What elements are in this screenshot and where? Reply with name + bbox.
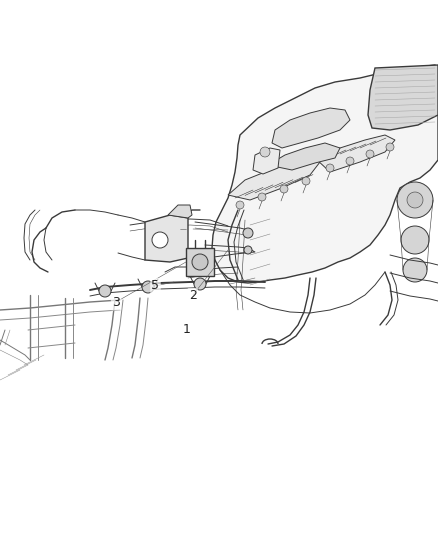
Circle shape [194, 278, 206, 290]
Circle shape [244, 246, 252, 254]
Circle shape [236, 201, 244, 209]
Text: 1: 1 [182, 323, 190, 336]
Polygon shape [253, 148, 280, 174]
Circle shape [403, 258, 427, 282]
Circle shape [243, 228, 253, 238]
Circle shape [99, 285, 111, 297]
Text: 5: 5 [152, 279, 159, 292]
Polygon shape [228, 158, 320, 200]
Circle shape [192, 254, 208, 270]
Circle shape [407, 192, 423, 208]
Circle shape [386, 143, 394, 151]
Circle shape [346, 157, 354, 165]
Circle shape [302, 177, 310, 185]
Polygon shape [268, 143, 340, 170]
Circle shape [152, 232, 168, 248]
Polygon shape [315, 135, 395, 172]
Polygon shape [272, 108, 350, 148]
Polygon shape [145, 215, 188, 262]
Circle shape [260, 147, 270, 157]
Circle shape [397, 182, 433, 218]
Polygon shape [168, 205, 192, 218]
Circle shape [280, 185, 288, 193]
Circle shape [142, 281, 154, 293]
Text: 2: 2 [189, 289, 197, 302]
Polygon shape [368, 65, 438, 130]
Text: 3: 3 [112, 296, 120, 309]
Polygon shape [186, 248, 214, 276]
Circle shape [401, 226, 429, 254]
Circle shape [366, 150, 374, 158]
Polygon shape [212, 65, 438, 283]
Circle shape [258, 193, 266, 201]
Circle shape [326, 164, 334, 172]
